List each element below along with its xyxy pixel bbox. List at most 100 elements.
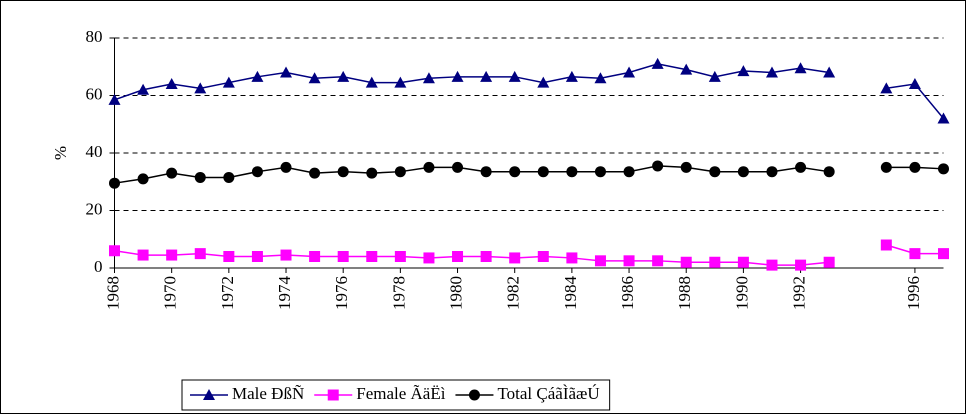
marker [337,251,349,262]
x-tick-label: 1972 [218,276,237,310]
y-tick-label: 0 [94,257,103,276]
x-tick-label: 1996 [904,276,923,310]
marker [680,256,692,268]
marker [823,256,835,268]
marker [566,166,578,178]
marker [280,66,293,78]
marker [308,72,321,84]
marker [680,63,693,75]
legend-label: Total ÇáãÌãæÚ [497,384,599,403]
x-tick-label: 1968 [103,276,122,310]
marker [165,78,178,89]
marker [880,82,893,94]
marker [594,166,606,178]
legend: Male ÐßÑ Female ÃäËì Total ÇáãÌãæÚ [181,379,611,411]
marker [623,255,635,267]
y-tick-label: 40 [86,142,103,161]
marker [908,78,921,89]
marker [938,163,949,175]
marker [765,66,778,78]
marker [537,251,549,262]
marker [251,70,264,82]
marker [452,251,464,262]
marker [737,256,749,268]
x-tick-label: 1984 [561,276,580,311]
marker [137,249,149,261]
marker [480,166,492,178]
marker [480,251,492,262]
marker [108,93,121,105]
marker [594,255,606,267]
marker [623,66,636,78]
marker [166,249,178,261]
marker [509,252,521,264]
marker [309,251,321,262]
marker [880,239,892,251]
marker [452,161,464,173]
y-tick-label: 80 [86,27,103,46]
marker [766,166,778,178]
marker [109,177,120,189]
marker [766,259,778,271]
marker [366,167,378,179]
marker [623,166,635,178]
marker [280,249,292,261]
y-tick-label: 60 [86,84,103,103]
marker [537,166,549,178]
marker [880,161,892,173]
marker [166,167,178,179]
marker [909,248,921,260]
marker [795,259,807,271]
marker [680,161,692,173]
marker [327,389,339,401]
x-tick-label: 1974 [275,276,294,311]
marker [194,82,207,94]
marker [337,70,350,82]
marker [795,161,807,173]
x-tick-label: 1976 [332,276,351,310]
marker [565,70,578,82]
x-tick-label: 1982 [504,276,523,310]
marker [709,166,721,178]
x-tick-label: 1986 [618,276,637,310]
marker [509,166,521,178]
marker [251,166,263,178]
marker [537,76,550,88]
legend-label: Female ÃäËì [356,384,445,403]
x-tick-label: 1992 [789,276,808,310]
marker [938,248,949,260]
marker [223,171,235,183]
marker [394,76,407,88]
marker [394,166,406,178]
marker [394,251,406,262]
marker [337,166,349,178]
x-tick-label: 1980 [446,276,465,310]
marker [737,166,749,178]
marker [451,70,464,82]
marker [909,161,921,173]
marker [508,70,521,82]
marker [480,70,493,82]
marker [423,161,435,173]
legend-box [181,379,611,411]
marker [937,112,950,124]
legend-label: Male ÐßÑ [232,384,304,403]
marker [366,251,378,262]
marker [823,166,835,178]
marker [423,252,435,264]
marker [223,251,235,262]
marker [194,248,206,260]
marker [194,171,206,183]
marker [709,256,721,268]
y-axis-label: % [51,146,70,160]
marker [280,161,292,173]
marker [222,76,235,88]
marker [422,72,435,84]
marker [137,173,149,185]
marker [468,389,480,401]
y-tick-label: 20 [86,199,103,218]
marker [251,251,263,262]
x-tick-label: 1988 [675,276,694,310]
x-tick-label: 1990 [732,276,751,310]
